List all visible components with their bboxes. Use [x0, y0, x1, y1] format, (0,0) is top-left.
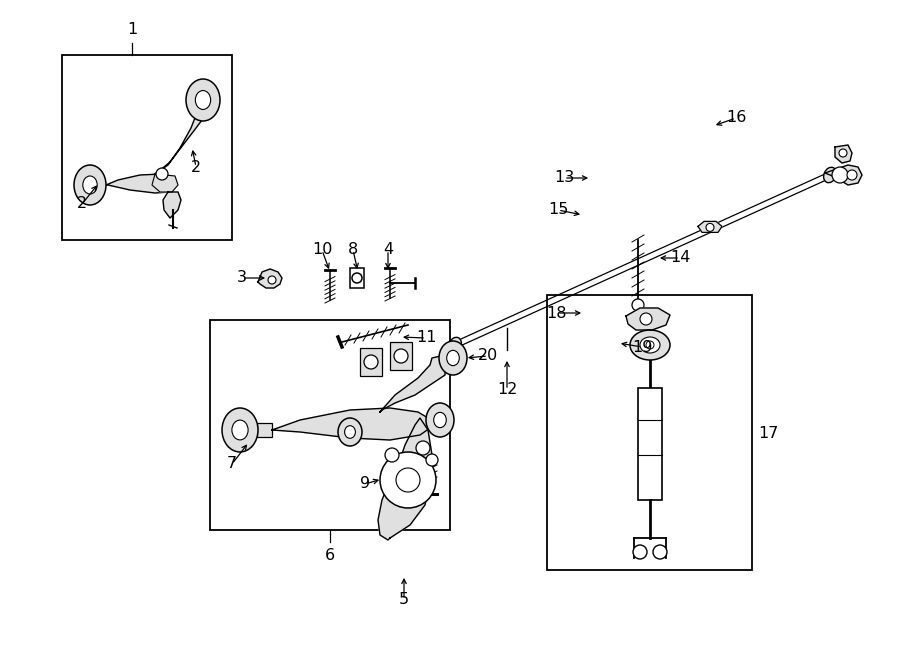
Bar — [360, 348, 382, 376]
Ellipse shape — [630, 330, 670, 360]
Ellipse shape — [364, 355, 378, 369]
Text: 14: 14 — [670, 251, 690, 266]
Ellipse shape — [839, 149, 847, 157]
Ellipse shape — [824, 167, 836, 182]
Ellipse shape — [232, 420, 248, 440]
Text: 9: 9 — [360, 477, 370, 492]
Polygon shape — [380, 355, 445, 412]
Text: 8: 8 — [348, 243, 358, 258]
Ellipse shape — [640, 337, 660, 353]
Ellipse shape — [426, 454, 438, 466]
Bar — [350, 268, 364, 288]
Text: 1: 1 — [127, 22, 137, 38]
Ellipse shape — [156, 168, 168, 180]
Ellipse shape — [385, 448, 399, 462]
Ellipse shape — [416, 441, 430, 455]
Polygon shape — [163, 192, 181, 218]
Ellipse shape — [338, 418, 362, 446]
Ellipse shape — [195, 91, 211, 110]
Bar — [257, 423, 272, 437]
Polygon shape — [258, 269, 282, 288]
Ellipse shape — [352, 273, 362, 283]
Text: 17: 17 — [758, 426, 778, 440]
Ellipse shape — [706, 223, 714, 231]
Ellipse shape — [396, 468, 420, 492]
Text: 20: 20 — [478, 348, 498, 364]
Text: 15: 15 — [548, 202, 568, 217]
Ellipse shape — [640, 313, 652, 325]
Ellipse shape — [186, 79, 220, 121]
Polygon shape — [272, 408, 430, 440]
Polygon shape — [825, 165, 862, 185]
Text: 12: 12 — [497, 383, 518, 397]
Ellipse shape — [653, 545, 667, 559]
Bar — [638, 388, 662, 500]
Ellipse shape — [446, 350, 459, 366]
Ellipse shape — [646, 341, 654, 349]
Polygon shape — [378, 418, 432, 540]
Ellipse shape — [832, 167, 848, 183]
Text: 11: 11 — [416, 330, 436, 346]
Ellipse shape — [222, 408, 258, 452]
Ellipse shape — [847, 170, 857, 180]
Polygon shape — [106, 174, 175, 193]
Ellipse shape — [83, 176, 97, 194]
Text: 5: 5 — [399, 592, 410, 607]
Text: 2: 2 — [76, 196, 87, 212]
Bar — [62, 55, 232, 240]
Ellipse shape — [380, 452, 436, 508]
Text: 16: 16 — [725, 110, 746, 126]
Polygon shape — [835, 145, 852, 163]
Text: 3: 3 — [237, 270, 247, 286]
Text: 2: 2 — [191, 159, 201, 175]
Ellipse shape — [633, 545, 647, 559]
Polygon shape — [626, 308, 670, 330]
Ellipse shape — [394, 349, 408, 363]
Polygon shape — [698, 221, 722, 233]
Polygon shape — [152, 174, 178, 192]
Ellipse shape — [345, 426, 356, 438]
Bar — [210, 320, 450, 530]
Text: 19: 19 — [632, 340, 652, 354]
Ellipse shape — [74, 165, 106, 205]
Bar — [547, 295, 752, 570]
Polygon shape — [155, 102, 208, 174]
Text: 13: 13 — [554, 171, 574, 186]
Ellipse shape — [434, 412, 446, 428]
Ellipse shape — [439, 341, 467, 375]
Text: 18: 18 — [547, 305, 567, 321]
Ellipse shape — [268, 276, 276, 284]
Ellipse shape — [632, 299, 644, 311]
Text: 10: 10 — [311, 243, 332, 258]
Ellipse shape — [426, 403, 454, 437]
Text: 4: 4 — [382, 243, 393, 258]
Ellipse shape — [448, 337, 462, 353]
Bar — [390, 342, 412, 370]
Text: 6: 6 — [325, 549, 335, 563]
Text: 7: 7 — [227, 457, 237, 471]
